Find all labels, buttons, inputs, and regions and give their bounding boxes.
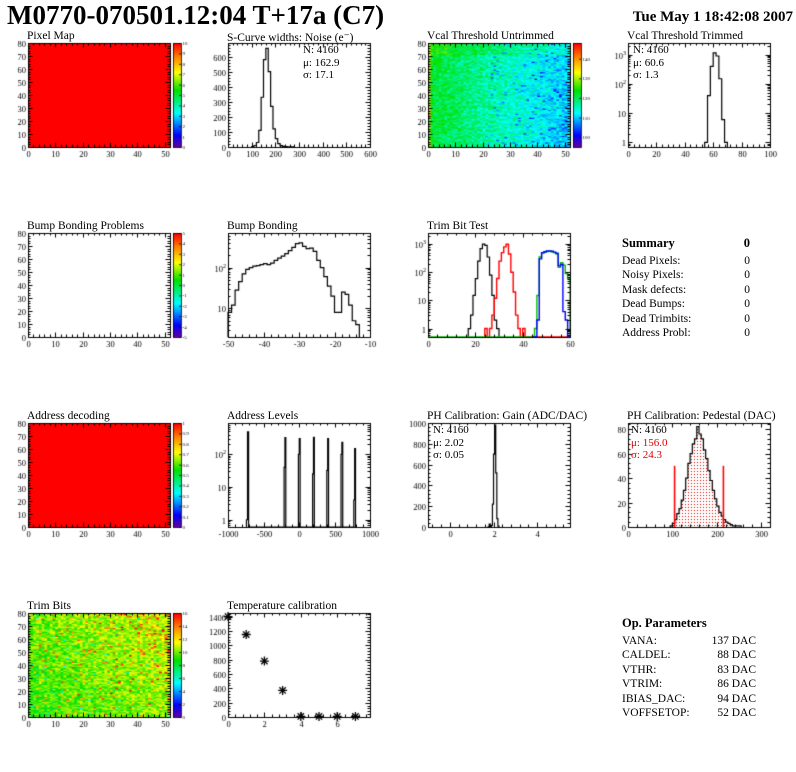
- address-decoding-canvas: [0, 410, 196, 560]
- plot-temperature-calibration: Temperature calibration: [200, 600, 396, 772]
- vcal-trimmed-canvas: [600, 30, 796, 180]
- stat-n: N: 4160: [433, 424, 469, 436]
- op-param-row: IBIAS_DAC: 94 DAC: [622, 692, 756, 705]
- plot-title: Pixel Map: [27, 30, 75, 42]
- summary-total: 0: [743, 236, 750, 250]
- stat-n: N: 4160: [633, 44, 669, 56]
- plot-title: Address decoding: [27, 410, 110, 422]
- ph-pedestal-canvas: [600, 410, 796, 560]
- stat-sigma: σ: 0.05: [433, 449, 464, 461]
- plot-ph-gain: PH Calibration: Gain (ADC/DAC) N: 4160 μ…: [400, 410, 596, 600]
- stat-mu: μ: 162.9: [303, 56, 340, 69]
- plot-bump-bonding: Bump Bonding: [200, 220, 396, 410]
- summary-title: Summary: [622, 236, 675, 250]
- bump-bonding-canvas: [200, 220, 396, 370]
- op-param-row: VANA: 137 DAC: [622, 634, 756, 647]
- summary-row: Address Probl: 0: [622, 327, 750, 339]
- op-parameters-title: Op. Parameters: [622, 616, 707, 630]
- op-parameter-rows: VANA: 137 DAC CALDEL: 88 DAC VTHR: 83 DAC VTRI…: [622, 634, 756, 721]
- bump-bonding-problems-canvas: [0, 220, 196, 370]
- op-parameters-panel: Op. Parameters VANA: 137 DAC CALDEL: 88 DAC…: [600, 600, 796, 772]
- plot-scurve-noise: S-Curve widths: Noise (e⁻) N: 4160 μ: 16…: [200, 30, 396, 220]
- summary-row: Dead Bumps: 0: [622, 298, 750, 310]
- vcal-untrimmed-canvas: [400, 30, 596, 180]
- trim-bits-canvas: [0, 600, 196, 750]
- plot-title: S-Curve widths: Noise (e⁻): [227, 32, 354, 44]
- plot-title: PH Calibration: Gain (ADC/DAC): [427, 410, 588, 422]
- stats-box: N: 4160 μ: 156.0 σ: 24.3: [631, 424, 667, 462]
- trim-bit-test-canvas: [400, 220, 596, 370]
- summary-header: Summary 0: [622, 236, 750, 251]
- plot-vcal-untrimmed: Vcal Threshold Untrimmed: [400, 30, 596, 220]
- plot-address-levels: Address Levels: [200, 410, 396, 600]
- scurve-canvas: [200, 30, 396, 180]
- plot-trim-bit-test: Trim Bit Test: [400, 220, 596, 410]
- ph-gain-canvas: [400, 410, 596, 560]
- summary-panel: Summary 0 Dead Pixels: 0 Noisy Pixels: 0 Mas…: [600, 220, 796, 410]
- op-param-row: VTRIM: 86 DAC: [622, 678, 756, 690]
- stats-box: N: 4160 μ: 60.6 σ: 1.3: [633, 44, 669, 82]
- address-levels-canvas: [200, 410, 396, 560]
- stat-sigma: σ: 24.3: [631, 449, 662, 461]
- op-param-row: VOFFSETOP: 52 DAC: [622, 707, 756, 719]
- stat-sigma: σ: 17.1: [303, 69, 334, 81]
- plot-title: Bump Bonding Problems: [27, 220, 144, 232]
- plot-vcal-trimmed: Vcal Threshold Trimmed N: 4160 μ: 60.6 σ…: [600, 30, 796, 220]
- summary-row: Noisy Pixels: 0: [622, 269, 750, 281]
- plot-title: Vcal Threshold Trimmed: [627, 30, 744, 42]
- plot-title: Temperature calibration: [227, 600, 337, 612]
- plot-address-decoding: Address decoding: [0, 410, 196, 600]
- plot-ph-pedestal: PH Calibration: Pedestal (DAC) N: 4160 μ…: [600, 410, 796, 600]
- summary-row: Dead Trimbits: 0: [622, 312, 750, 325]
- stat-n: N: 4160: [303, 44, 339, 56]
- summary-rows: Dead Pixels: 0 Noisy Pixels: 0 Mask defects:…: [622, 254, 750, 341]
- pixel-map-canvas: [0, 30, 196, 180]
- plot-title: Bump Bonding: [227, 220, 298, 232]
- temperature-calibration-canvas: [200, 600, 396, 750]
- plot-pixel-map: Pixel Map: [0, 30, 196, 220]
- stats-box: N: 4160 μ: 162.9 σ: 17.1: [303, 44, 339, 82]
- page-title: M0770-070501.12:04 T+17a (C7): [7, 0, 385, 30]
- stat-mu: μ: 156.0: [631, 436, 668, 449]
- plot-title: Vcal Threshold Untrimmed: [427, 30, 554, 42]
- stat-sigma: σ: 1.3: [633, 69, 659, 81]
- plot-trim-bits: Trim Bits: [0, 600, 196, 772]
- stat-mu: μ: 2.02: [433, 436, 464, 449]
- stats-box: N: 4160 μ: 2.02 σ: 0.05: [433, 424, 469, 462]
- summary-row: Mask defects: 0: [622, 283, 750, 296]
- plot-title: Trim Bit Test: [427, 220, 489, 232]
- page-datetime: Tue May 1 18:42:08 2007: [632, 9, 793, 25]
- op-param-row: CALDEL: 88 DAC: [622, 649, 756, 661]
- plot-title: PH Calibration: Pedestal (DAC): [627, 410, 776, 422]
- summary-row: Dead Pixels: 0: [622, 254, 750, 267]
- op-param-row: VTHR: 83 DAC: [622, 663, 756, 676]
- stat-mu: μ: 60.6: [633, 56, 664, 69]
- op-parameters-header: Op. Parameters: [622, 616, 756, 631]
- plot-title: Address Levels: [227, 410, 299, 422]
- stat-n: N: 4160: [631, 424, 667, 436]
- plot-title: Trim Bits: [27, 600, 72, 612]
- plot-bump-bonding-problems: Bump Bonding Problems: [0, 220, 196, 410]
